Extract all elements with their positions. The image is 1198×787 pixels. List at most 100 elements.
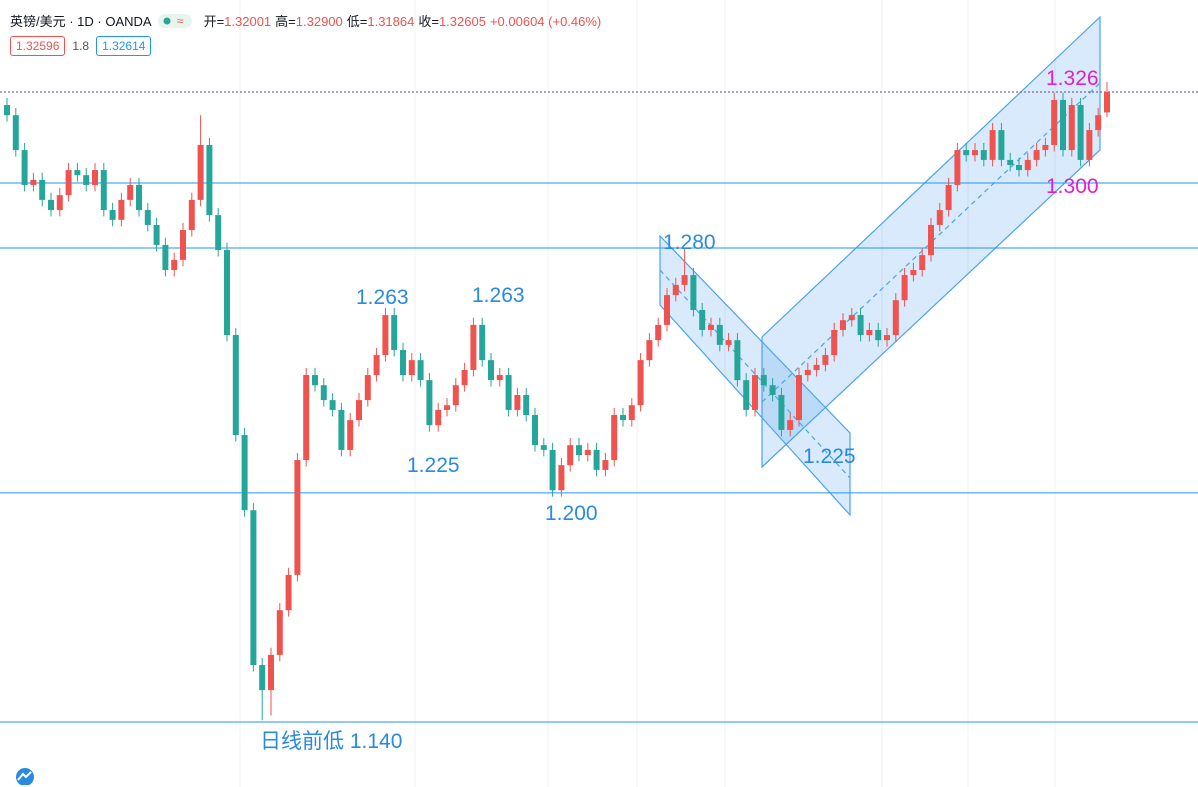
candle-body (153, 224, 160, 245)
candle-body (241, 435, 248, 511)
candle-body (92, 170, 98, 185)
candle-body (1033, 150, 1040, 160)
candle-body (769, 385, 776, 396)
symbol[interactable]: 英镑/美元 · 1D · OANDA (10, 14, 152, 29)
logo[interactable] (12, 765, 38, 785)
annotation: 1.326 (1046, 67, 1099, 90)
candle-body (505, 375, 512, 410)
candle-body (954, 150, 961, 185)
annotation: 1.200 (545, 502, 598, 525)
bid-button[interactable]: 1.32596 (10, 36, 66, 56)
candle-body (919, 255, 926, 271)
stat: 高=1.32900 (275, 14, 343, 29)
candle-body (74, 170, 81, 176)
candle-body (48, 199, 54, 211)
candle-body (65, 170, 72, 196)
candle-body (716, 324, 723, 345)
candle-body (1060, 99, 1066, 151)
candle-body (144, 210, 151, 225)
spread: 1.8 (72, 39, 90, 53)
candle-body (620, 415, 626, 421)
candle-body (655, 324, 662, 341)
candle-body (162, 244, 169, 271)
candle-body (1077, 105, 1084, 160)
candle-body (514, 395, 521, 410)
candle-body (813, 364, 820, 370)
stat: 开=1.32001 (204, 14, 272, 29)
candle-body (901, 275, 908, 301)
candle-body (752, 375, 758, 410)
candle-body (584, 449, 591, 455)
candle-body (945, 184, 952, 211)
candle-body (109, 210, 116, 220)
candle-body (532, 415, 538, 446)
candle-body (444, 405, 450, 410)
candle-body (408, 360, 415, 376)
candle-body (30, 179, 37, 185)
candle-body (690, 275, 697, 310)
candle-body (461, 369, 468, 386)
ask-button[interactable]: 1.32614 (96, 36, 152, 56)
candle-body (558, 465, 565, 491)
candle-body (734, 340, 741, 381)
candle-body (540, 445, 547, 450)
candle-body (100, 170, 107, 211)
candle-body (250, 510, 257, 666)
candle-body (1095, 115, 1102, 131)
candle-body (646, 340, 653, 361)
ohlc-stats: 开=1.32001 高=1.32900 低=1.31864 收=1.32605 +0.0… (200, 11, 602, 30)
candle-body (1042, 145, 1049, 151)
candle-body (12, 115, 19, 151)
candle-body (602, 460, 609, 470)
symbol-header: 英镑/美元 · 1D · OANDA ≈ 开=1.32001 高=1.32900 低… (10, 11, 601, 30)
stat: +0.00604 (+0.46%) (490, 14, 601, 29)
stat-value: 1.31864 (367, 14, 415, 29)
candle-body (127, 184, 134, 200)
stat-label: 高= (275, 14, 296, 29)
candle-body (831, 329, 838, 356)
candle-body (21, 150, 28, 185)
candle-body (1024, 159, 1031, 171)
candle-body (391, 315, 398, 350)
candle-body (188, 199, 195, 231)
candle-body (171, 259, 178, 271)
candle-body (488, 360, 494, 381)
vertical-grid (239, 0, 1056, 787)
candle-body (1016, 164, 1022, 171)
candle-body (479, 324, 486, 361)
candle-body (822, 355, 829, 365)
candle-body (224, 250, 230, 336)
candle-body (593, 449, 600, 470)
stat-value: 1.32605 (438, 14, 486, 29)
candle-body (180, 230, 186, 260)
candle-body (708, 324, 714, 330)
candle-body (928, 224, 934, 256)
candle-body (998, 130, 1005, 160)
stat-value: 1.32900 (295, 14, 343, 29)
candle-body (83, 175, 90, 185)
candle-body (1051, 99, 1058, 146)
stat-label: 开= (203, 14, 225, 29)
candle-body (576, 445, 582, 455)
candle-body (320, 385, 327, 401)
candle-body (303, 375, 310, 461)
candle-body (259, 665, 266, 691)
candle-body (963, 150, 970, 156)
candle-body (725, 340, 732, 345)
candle-body (628, 405, 635, 421)
candle-body (338, 409, 345, 450)
stat-label: 收= (418, 14, 439, 29)
candle-body (426, 380, 433, 426)
stat: 收=1.32605 (418, 14, 486, 29)
candle-body (136, 184, 142, 211)
annotation: 1.263 (472, 284, 525, 307)
candle-body (611, 415, 618, 461)
candle-body (1104, 91, 1110, 113)
candle-body (400, 349, 406, 376)
annotation: 1.225 (803, 445, 856, 468)
candle-body (567, 445, 574, 466)
annotation: 1.263 (356, 286, 409, 309)
candle-body (285, 574, 292, 611)
candle-body (804, 369, 811, 376)
